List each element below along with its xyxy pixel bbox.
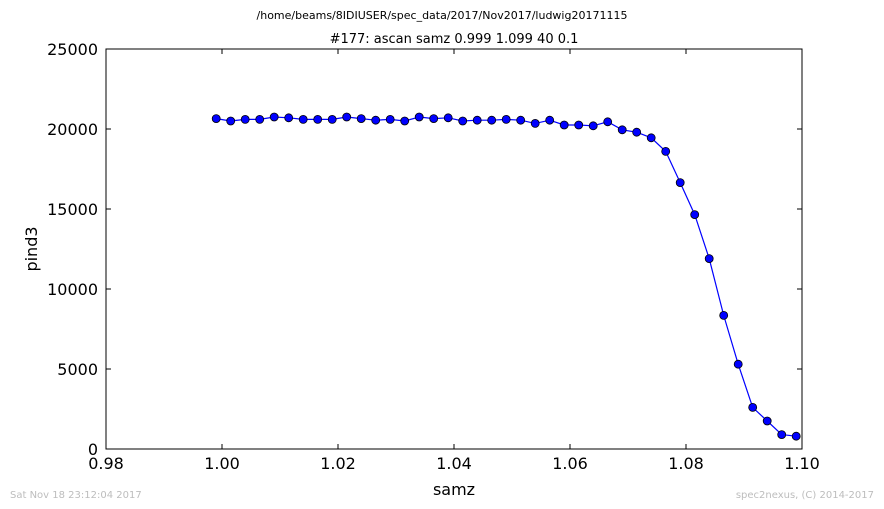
data-point [617,125,627,135]
x-tick-label: 1.02 [320,454,356,473]
y-axis: 0 5000 10000 15000 20000 25000 [47,40,802,459]
x-axis: 0.98 1.00 1.02 1.04 1.06 1.08 1.10 [88,49,820,473]
data-point [603,117,613,127]
y-tick-label: 5000 [57,360,98,379]
data-point [588,121,598,131]
data-point [733,359,743,369]
data-point [356,114,366,123]
y-tick-label: 20000 [47,120,98,139]
data-point [704,254,714,264]
x-axis-label: samz [433,480,475,499]
data-point [284,113,294,123]
y-tick-label: 15000 [47,200,98,219]
x-tick-label: 0.98 [88,454,124,473]
data-point [487,115,497,125]
data-point [298,115,308,124]
data-point [313,115,323,124]
data-point [429,114,439,123]
data-point [226,116,236,126]
data-point [400,116,410,126]
footer-timestamp: Sat Nov 18 23:12:04 2017 [10,490,142,501]
data-point [211,114,221,123]
data-point [255,115,265,124]
data-point [559,120,569,130]
x-tick-label: 1.04 [436,454,472,473]
data-point [327,115,337,124]
x-tick-label: 1.10 [784,454,820,473]
y-tick-label: 25000 [47,40,98,59]
data-point [646,133,656,143]
data-point [675,178,685,188]
figure-suptitle: /home/beams/8IDIUSER/spec_data/2017/Nov2… [257,9,628,22]
data-point [632,127,642,137]
x-tick-label: 1.08 [668,454,704,473]
data-point [371,115,381,125]
data-point [458,116,468,126]
y-axis-label: pind3 [22,226,41,271]
data-point [661,146,671,156]
x-tick-label: 1.00 [204,454,240,473]
data-point [385,115,395,124]
data-point [443,113,453,123]
data-point [414,112,424,122]
data-point [472,115,482,125]
data-point [574,120,584,130]
data-point [690,210,700,220]
data-point [516,115,526,125]
x-tick-label: 1.06 [552,454,588,473]
series-points [211,112,801,441]
y-tick-label: 10000 [47,280,98,299]
data-point [501,115,511,124]
data-point [748,402,758,412]
data-point [240,115,250,124]
data-point [791,431,801,441]
y-tick-label: 0 [88,440,98,459]
data-point [777,430,787,440]
plot-area: 0.98 1.00 1.02 1.04 1.06 1.08 1.10 0 5000 10000 1… [47,40,820,473]
data-point [530,119,540,128]
series-line [216,116,797,437]
footer-credit: spec2nexus, (C) 2014-2017 [736,490,874,501]
data-point [545,115,555,125]
data-point [269,112,279,122]
axes-frame [105,48,803,450]
data-point [762,416,772,426]
chart-title: #177: ascan samz 0.999 1.099 40 0.1 [330,32,579,47]
data-point [342,112,352,122]
data-point [719,310,729,320]
